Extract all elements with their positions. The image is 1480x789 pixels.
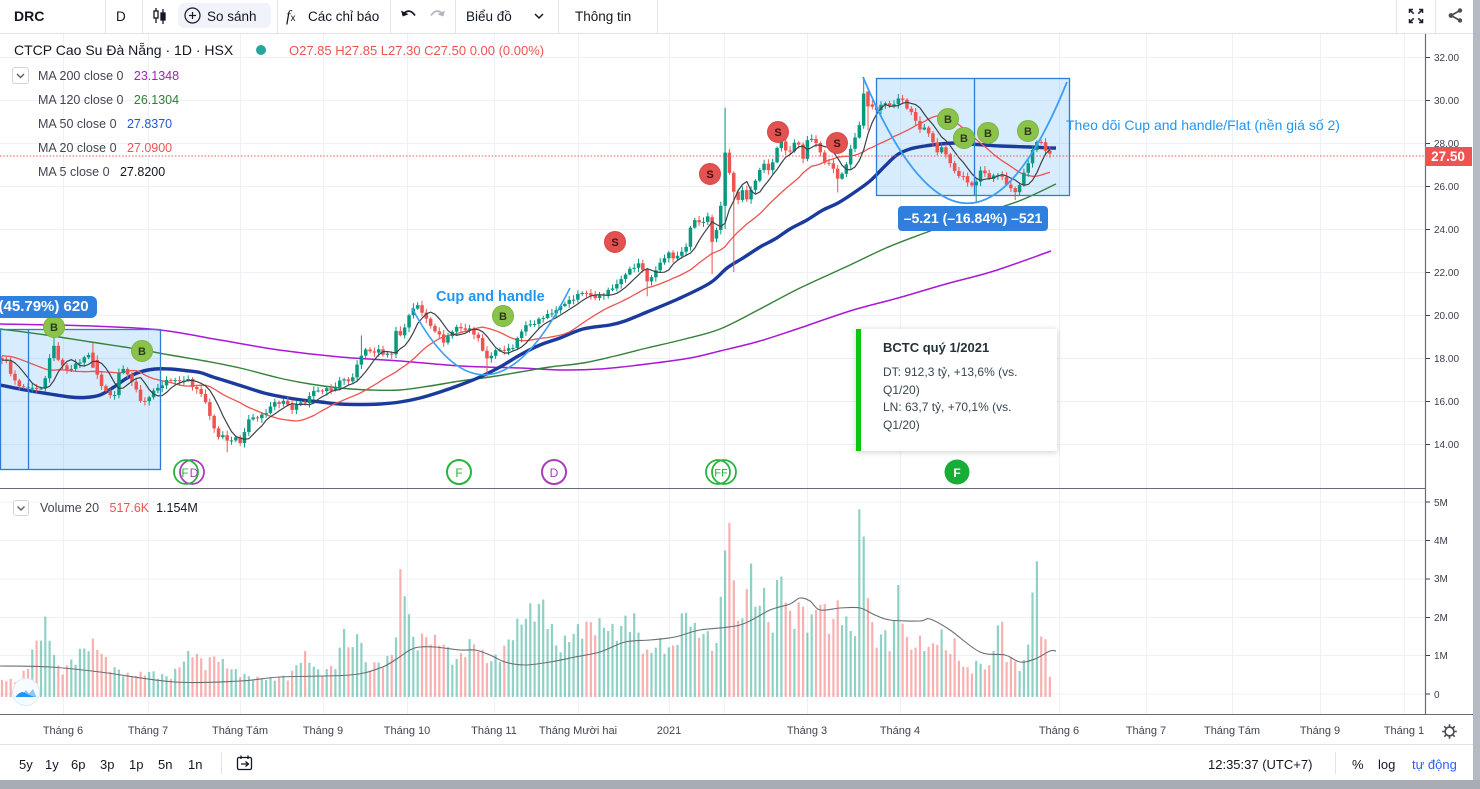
svg-text:24.00: 24.00 (1434, 225, 1459, 236)
svg-text:F: F (953, 466, 960, 480)
svg-text:22.00: 22.00 (1434, 268, 1459, 279)
svg-text:5M: 5M (1434, 498, 1448, 509)
svg-text:3M: 3M (1434, 574, 1448, 585)
svg-text:S: S (611, 237, 618, 249)
svg-text:S: S (833, 138, 840, 150)
svg-text:S: S (774, 127, 781, 139)
svg-text:1M: 1M (1434, 651, 1448, 662)
svg-text:16.00: 16.00 (1434, 397, 1459, 408)
svg-text:B: B (138, 346, 146, 358)
svg-text:28.00: 28.00 (1434, 139, 1459, 150)
svg-text:32.00: 32.00 (1434, 53, 1459, 64)
svg-text:FF: FF (714, 468, 728, 480)
svg-text:S: S (706, 169, 713, 181)
svg-text:27.50: 27.50 (1431, 149, 1465, 164)
svg-text:4M: 4M (1434, 536, 1448, 547)
svg-text:B: B (984, 128, 992, 140)
svg-text:B: B (1024, 126, 1032, 138)
svg-text:B: B (960, 133, 968, 145)
svg-text:26.00: 26.00 (1434, 182, 1459, 193)
svg-text:0: 0 (1434, 690, 1440, 701)
svg-text:2M: 2M (1434, 613, 1448, 624)
svg-text:B: B (944, 114, 952, 126)
svg-text:18.00: 18.00 (1434, 354, 1459, 365)
svg-text:F: F (181, 466, 188, 480)
svg-text:14.00: 14.00 (1434, 440, 1459, 451)
svg-text:20.00: 20.00 (1434, 311, 1459, 322)
svg-text:D: D (550, 466, 559, 480)
svg-text:30.00: 30.00 (1434, 96, 1459, 107)
svg-text:B: B (50, 322, 58, 334)
svg-text:F: F (455, 466, 462, 480)
svg-text:B: B (499, 311, 507, 323)
svg-text:D: D (190, 466, 199, 480)
